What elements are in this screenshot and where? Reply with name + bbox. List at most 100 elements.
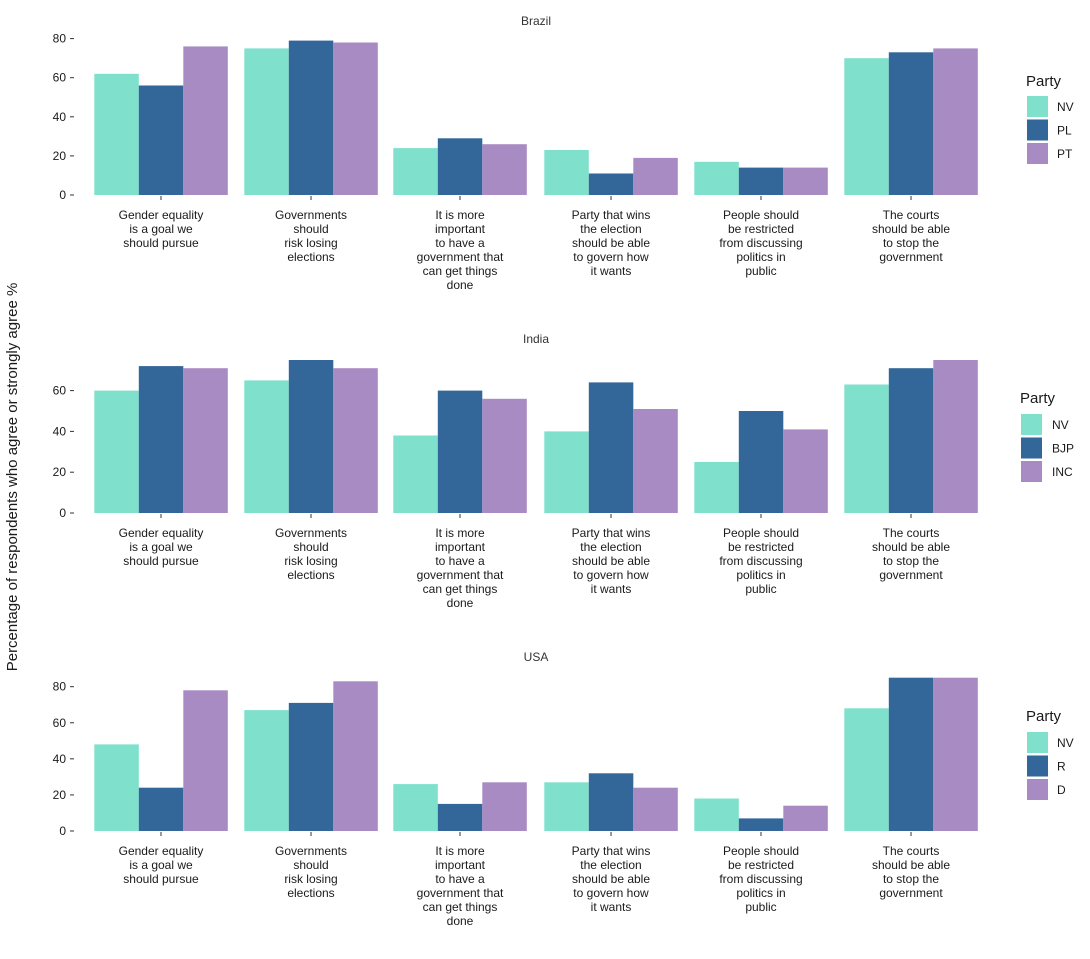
x-tick-label: It is more important to have a government t… xyxy=(417,526,504,610)
y-tick-label: 20 xyxy=(53,149,67,163)
legend-key-inc xyxy=(1021,461,1042,482)
x-tick-label: Governments should risk losing elections xyxy=(275,208,347,264)
legend-title: Party xyxy=(1020,390,1056,407)
legend-key-r xyxy=(1027,756,1048,777)
x-tick-label: Gender equality is a goal we should pursue xyxy=(119,526,204,568)
bar-pt-6 xyxy=(933,48,978,195)
bar-nv-5 xyxy=(694,462,739,513)
bar-inc-5 xyxy=(783,429,828,513)
bar-pt-2 xyxy=(333,43,378,196)
legend-label-bjp: BJP xyxy=(1052,442,1074,456)
y-tick-label: 0 xyxy=(59,506,66,520)
y-tick-label: 0 xyxy=(59,824,66,838)
bar-pl-6 xyxy=(889,52,934,195)
bar-inc-4 xyxy=(633,409,678,513)
bar-nv-4 xyxy=(544,150,589,195)
facet-title: Brazil xyxy=(521,14,551,28)
legend-label-d: D xyxy=(1057,783,1066,797)
x-tick-label: Governments should risk losing elections xyxy=(275,526,347,582)
legend-label-pt: PT xyxy=(1057,147,1073,161)
bar-pl-5 xyxy=(739,168,784,195)
y-tick-label: 60 xyxy=(53,71,67,85)
x-tick-label: Party that wins the election should be abl… xyxy=(572,844,651,914)
x-tick-label: The courts should be able to stop the gover… xyxy=(872,526,950,582)
bar-d-1 xyxy=(183,690,228,831)
y-axis-label: Percentage of respondents who agree or s… xyxy=(4,283,21,672)
y-tick-label: 40 xyxy=(53,110,67,124)
legend-title: Party xyxy=(1026,708,1062,725)
y-tick-label: 20 xyxy=(53,465,67,479)
bar-bjp-1 xyxy=(139,366,184,513)
bar-d-6 xyxy=(933,678,978,831)
legend-key-nv xyxy=(1027,96,1048,117)
bar-bjp-2 xyxy=(289,360,334,513)
legend-label-nv: NV xyxy=(1057,100,1074,114)
y-tick-label: 40 xyxy=(53,752,67,766)
bar-d-4 xyxy=(633,788,678,831)
bar-pt-3 xyxy=(482,144,527,195)
legend-title: Party xyxy=(1026,73,1062,90)
x-tick-label: Gender equality is a goal we should pursue xyxy=(119,208,204,250)
x-tick-label: The courts should be able to stop the gover… xyxy=(872,208,950,264)
bar-nv-3 xyxy=(393,784,438,831)
bar-r-1 xyxy=(139,788,184,831)
bar-nv-6 xyxy=(844,385,889,514)
x-tick-label: The courts should be able to stop the gover… xyxy=(872,844,950,900)
bar-nv-3 xyxy=(393,148,438,195)
bar-nv-3 xyxy=(393,436,438,514)
legend-key-nv xyxy=(1027,732,1048,753)
y-tick-label: 0 xyxy=(59,188,66,202)
bar-nv-2 xyxy=(244,48,288,195)
bar-nv-1 xyxy=(94,744,139,831)
bar-nv-1 xyxy=(94,391,139,513)
x-tick-label: Gender equality is a goal we should pursue xyxy=(119,844,204,886)
bar-nv-2 xyxy=(244,380,288,513)
legend-key-bjp xyxy=(1021,438,1042,459)
bar-pl-4 xyxy=(589,174,634,196)
bar-d-2 xyxy=(333,681,378,831)
bar-nv-1 xyxy=(94,74,139,195)
facet-panel-india: India 0 20 40 60 Gender equality is a goal we s… xyxy=(53,332,1074,610)
legend-key-pl xyxy=(1027,120,1048,141)
bar-nv-6 xyxy=(844,58,889,195)
legend-key-pt xyxy=(1027,143,1048,164)
x-tick-label: People should be restricted from discussin… xyxy=(719,208,802,278)
bar-nv-5 xyxy=(694,162,739,195)
bar-nv-5 xyxy=(694,799,739,832)
bar-nv-2 xyxy=(244,710,288,831)
legend-key-nv xyxy=(1021,414,1042,435)
x-tick-label: People should be restricted from discussin… xyxy=(719,844,802,914)
facet-title: USA xyxy=(524,650,549,664)
bar-bjp-6 xyxy=(889,368,934,513)
facet-panel-usa: USA 0 20 40 60 80 Gender equality is a goal we s… xyxy=(53,650,1074,928)
legend-label-r: R xyxy=(1057,760,1066,774)
bar-d-5 xyxy=(783,806,828,831)
bar-inc-2 xyxy=(333,368,378,513)
bar-r-4 xyxy=(589,773,634,831)
bar-r-5 xyxy=(739,818,784,831)
legend-label-pl: PL xyxy=(1057,124,1072,138)
x-tick-label: Party that wins the election should be abl… xyxy=(572,208,651,278)
y-tick-label: 40 xyxy=(53,424,67,438)
x-tick-label: It is more important to have a government t… xyxy=(417,208,504,292)
bar-pt-1 xyxy=(183,46,228,195)
bar-inc-3 xyxy=(482,399,527,513)
bar-pl-1 xyxy=(139,86,184,196)
x-tick-label: Governments should risk losing elections xyxy=(275,844,347,900)
facet-panel-brazil: Brazil 0 20 40 60 80 Gender equality is a goal … xyxy=(53,14,1074,292)
y-tick-label: 80 xyxy=(53,680,67,694)
bar-bjp-5 xyxy=(739,411,784,513)
bar-bjp-4 xyxy=(589,382,634,513)
x-tick-label: It is more important to have a government t… xyxy=(417,844,504,928)
legend-key-d xyxy=(1027,779,1048,800)
y-tick-label: 80 xyxy=(53,32,67,46)
bar-pt-4 xyxy=(633,158,678,195)
bar-r-2 xyxy=(289,703,334,831)
y-tick-label: 20 xyxy=(53,788,67,802)
legend-label-nv: NV xyxy=(1052,418,1069,432)
bar-d-3 xyxy=(482,782,527,831)
bar-inc-6 xyxy=(933,360,978,513)
bar-r-3 xyxy=(438,804,483,831)
